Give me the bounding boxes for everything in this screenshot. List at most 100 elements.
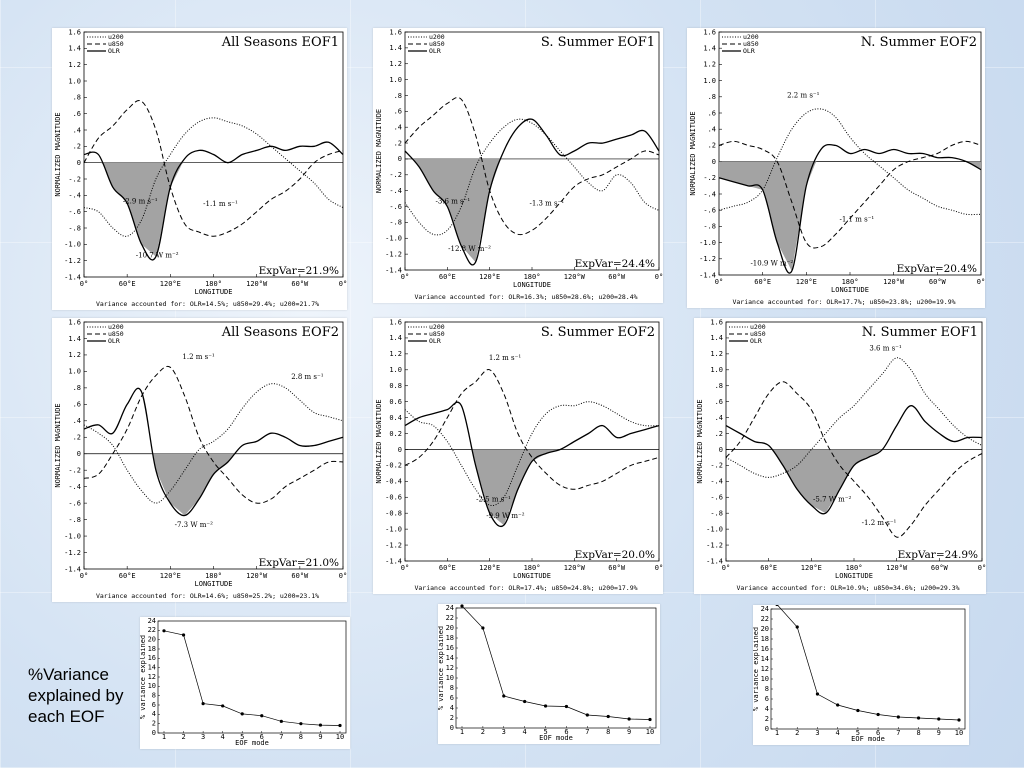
y-axis-label: % variance explained bbox=[140, 635, 147, 719]
x-axis-label: LONGITUDE bbox=[195, 580, 233, 588]
x-tick-label: 120°W bbox=[564, 273, 586, 281]
annotation-label: -1.1 m s⁻¹ bbox=[840, 216, 875, 224]
legend-label-u850: u850 bbox=[429, 330, 445, 338]
variance-point bbox=[916, 716, 921, 720]
y-tick-label: 16 bbox=[761, 645, 769, 653]
x-axis-label: LONGITUDE bbox=[513, 572, 551, 580]
annotation-label: -5.7 W m⁻² bbox=[813, 495, 851, 503]
y-tick-label: -1.4 bbox=[699, 271, 716, 279]
x-tick-label: 120°W bbox=[246, 572, 268, 580]
series-line-u850 bbox=[718, 140, 982, 249]
variance-point bbox=[937, 717, 941, 721]
y-tick-label: -1.4 bbox=[385, 557, 402, 565]
y-axis-label: NORMALIZED MAGNITUDE bbox=[54, 403, 62, 487]
caption: %Variance explained by each EOF bbox=[28, 664, 158, 727]
x-tick-label: 60°W bbox=[931, 564, 949, 572]
x-axis-label: EOF mode bbox=[539, 734, 573, 742]
y-tick-label: -1.0 bbox=[385, 525, 402, 533]
annotation-label: -10.9 W m⁻² bbox=[750, 259, 793, 267]
annotation-label: -9.9 W m⁻² bbox=[486, 512, 524, 520]
variance-point bbox=[627, 717, 631, 721]
x-tick-label: 2 bbox=[181, 733, 185, 741]
variance-point bbox=[318, 723, 323, 727]
x-tick-label: 180° bbox=[842, 278, 859, 286]
x-tick-label: 0° bbox=[401, 564, 409, 572]
x-tick-label: 180° bbox=[846, 564, 863, 572]
y-tick-label: 20 bbox=[761, 625, 769, 633]
y-tick-label: -1.0 bbox=[706, 525, 723, 533]
y-tick-label: 1.2 bbox=[710, 350, 723, 358]
legend-label-OLR: OLR bbox=[429, 47, 441, 55]
y-tick-label: 1.4 bbox=[703, 45, 716, 53]
y-tick-label: .6 bbox=[394, 108, 402, 116]
series-line-u850 bbox=[404, 369, 660, 490]
y-tick-label: 6 bbox=[450, 694, 454, 702]
x-tick-label: 60°W bbox=[291, 280, 309, 288]
x-axis-label: EOF mode bbox=[235, 739, 269, 747]
variance-point bbox=[876, 712, 880, 717]
y-tick-label: -.6 bbox=[703, 207, 716, 215]
x-tick-label: 7 bbox=[279, 733, 283, 741]
x-tick-label: 0° bbox=[977, 278, 985, 286]
y-tick-label: -0.4 bbox=[385, 478, 402, 486]
annotation-label: -1.2 m s⁻¹ bbox=[862, 519, 897, 527]
y-tick-label: -.8 bbox=[68, 224, 81, 232]
y-tick-label: 10 bbox=[446, 674, 454, 682]
legend-label-u200: u200 bbox=[429, 323, 445, 331]
variance-point bbox=[564, 704, 569, 709]
plot-frame bbox=[404, 31, 660, 271]
y-tick-label: -1.2 bbox=[385, 250, 402, 258]
x-tick-label: 0° bbox=[80, 572, 88, 580]
y-tick-label: 4 bbox=[152, 710, 156, 718]
y-tick-label: -.8 bbox=[68, 516, 81, 524]
legend-label-u200: u200 bbox=[429, 33, 445, 41]
y-tick-label: -.8 bbox=[710, 510, 723, 518]
series-line-u850 bbox=[404, 96, 660, 236]
y-tick-label: .8 bbox=[708, 93, 716, 101]
y-tick-label: 6 bbox=[152, 701, 156, 709]
y-tick-label: -.6 bbox=[68, 208, 81, 216]
y-tick-label: -.6 bbox=[389, 203, 402, 211]
eof-panel-1: 1.6 1.4 1.2 1.0 .8 .6 .4 .2 0 -.2 -.4 -.6 -.8 -1.0 -1.… bbox=[52, 28, 347, 310]
y-tick-label: 0.4 bbox=[389, 414, 402, 422]
y-tick-label: .2 bbox=[394, 139, 402, 147]
y-tick-label: 0 bbox=[77, 450, 81, 458]
series-line-OLR bbox=[404, 401, 660, 528]
eof-chart-svg: 1.6 1.4 1.2 1.0 .8 .6 .4 .2 0 -.2 -.4 -.6 -.8 -1.0 -1.… bbox=[54, 28, 347, 308]
x-tick-label: 10 bbox=[646, 728, 654, 736]
plot-frame bbox=[725, 321, 983, 562]
y-tick-label: 6 bbox=[765, 695, 769, 703]
y-tick-label: -.6 bbox=[710, 494, 723, 502]
variance-point bbox=[221, 704, 225, 708]
legend-label-OLR: OLR bbox=[750, 337, 762, 345]
olr-negative-fill bbox=[405, 158, 659, 263]
y-tick-label: -.4 bbox=[68, 483, 81, 491]
variance-point bbox=[523, 699, 527, 704]
x-tick-label: 4 bbox=[523, 728, 527, 736]
y-tick-label: 18 bbox=[148, 645, 156, 653]
y-tick-label: 10 bbox=[148, 682, 156, 690]
x-tick-label: 10 bbox=[955, 729, 963, 737]
y-tick-label: 12 bbox=[446, 664, 454, 672]
x-tick-label: 120°E bbox=[160, 572, 181, 580]
x-tick-label: 9 bbox=[627, 728, 631, 736]
y-tick-label: -1.2 bbox=[706, 541, 723, 549]
y-tick-label: 2 bbox=[765, 715, 769, 723]
x-tick-label: 60°E bbox=[760, 564, 777, 572]
x-tick-label: 4 bbox=[836, 729, 840, 737]
x-tick-label: 60°W bbox=[608, 564, 626, 572]
series-line-u850 bbox=[83, 100, 344, 237]
y-tick-label: 18 bbox=[446, 634, 454, 642]
x-tick-label: 5 bbox=[856, 729, 860, 737]
y-tick-label: 0.6 bbox=[389, 398, 402, 406]
y-tick-label: -.2 bbox=[710, 462, 723, 470]
y-tick-label: 18 bbox=[761, 635, 769, 643]
variance-point bbox=[201, 702, 205, 706]
x-tick-label: 60°E bbox=[119, 572, 136, 580]
legend-label-u200: u200 bbox=[750, 323, 766, 331]
y-tick-label: -.2 bbox=[68, 175, 81, 183]
variance-line bbox=[461, 605, 651, 720]
